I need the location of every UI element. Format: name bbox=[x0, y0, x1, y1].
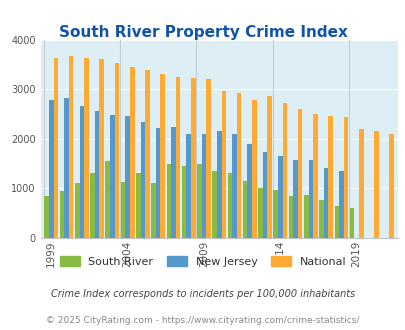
Bar bbox=[151, 183, 156, 238]
Bar bbox=[140, 122, 145, 238]
Bar bbox=[318, 200, 323, 238]
Bar bbox=[125, 116, 130, 238]
Bar bbox=[266, 96, 271, 238]
Bar bbox=[247, 144, 252, 238]
Bar bbox=[334, 206, 338, 238]
Bar bbox=[232, 134, 236, 238]
Bar bbox=[212, 171, 216, 238]
Bar bbox=[358, 129, 362, 238]
Bar bbox=[273, 190, 277, 238]
Bar bbox=[160, 74, 164, 238]
Bar bbox=[60, 190, 64, 238]
Bar bbox=[338, 171, 343, 238]
Bar bbox=[258, 188, 262, 238]
Bar bbox=[292, 160, 297, 238]
Bar bbox=[175, 77, 180, 238]
Bar bbox=[312, 114, 317, 238]
Bar bbox=[242, 181, 247, 238]
Bar bbox=[166, 164, 171, 238]
Bar bbox=[277, 156, 282, 238]
Bar bbox=[69, 56, 73, 238]
Bar bbox=[303, 195, 308, 238]
Bar bbox=[53, 58, 58, 238]
Bar bbox=[156, 128, 160, 238]
Bar bbox=[323, 168, 328, 238]
Bar bbox=[282, 103, 286, 238]
Text: South River Property Crime Index: South River Property Crime Index bbox=[58, 25, 347, 40]
Bar bbox=[236, 92, 241, 238]
Bar bbox=[84, 58, 88, 238]
Bar bbox=[262, 152, 266, 238]
Bar bbox=[196, 164, 201, 238]
Bar bbox=[343, 117, 347, 238]
Text: © 2025 CityRating.com - https://www.cityrating.com/crime-statistics/: © 2025 CityRating.com - https://www.city… bbox=[46, 316, 359, 325]
Bar bbox=[49, 100, 53, 238]
Bar bbox=[120, 182, 125, 238]
Bar bbox=[206, 79, 210, 238]
Bar bbox=[130, 67, 134, 238]
Bar bbox=[105, 161, 110, 238]
Bar bbox=[99, 59, 104, 238]
Bar bbox=[388, 134, 393, 238]
Bar bbox=[373, 131, 378, 238]
Bar bbox=[221, 91, 226, 238]
Bar bbox=[90, 173, 95, 238]
Legend: South River, New Jersey, National: South River, New Jersey, National bbox=[60, 256, 345, 267]
Bar bbox=[145, 70, 149, 238]
Bar bbox=[227, 173, 232, 238]
Bar bbox=[64, 98, 69, 238]
Bar bbox=[181, 166, 186, 238]
Bar bbox=[79, 106, 84, 238]
Bar bbox=[75, 183, 79, 238]
Bar bbox=[216, 131, 221, 238]
Bar bbox=[114, 63, 119, 238]
Bar bbox=[171, 127, 175, 238]
Bar bbox=[201, 134, 206, 238]
Bar bbox=[349, 208, 354, 238]
Bar bbox=[308, 160, 312, 238]
Bar bbox=[95, 111, 99, 238]
Bar bbox=[186, 134, 190, 238]
Bar bbox=[252, 100, 256, 238]
Bar bbox=[297, 109, 302, 238]
Bar bbox=[44, 195, 49, 238]
Bar bbox=[110, 115, 114, 238]
Bar bbox=[328, 116, 332, 238]
Text: Crime Index corresponds to incidents per 100,000 inhabitants: Crime Index corresponds to incidents per… bbox=[51, 289, 354, 299]
Bar bbox=[136, 173, 140, 238]
Bar bbox=[190, 78, 195, 238]
Bar bbox=[288, 196, 292, 238]
